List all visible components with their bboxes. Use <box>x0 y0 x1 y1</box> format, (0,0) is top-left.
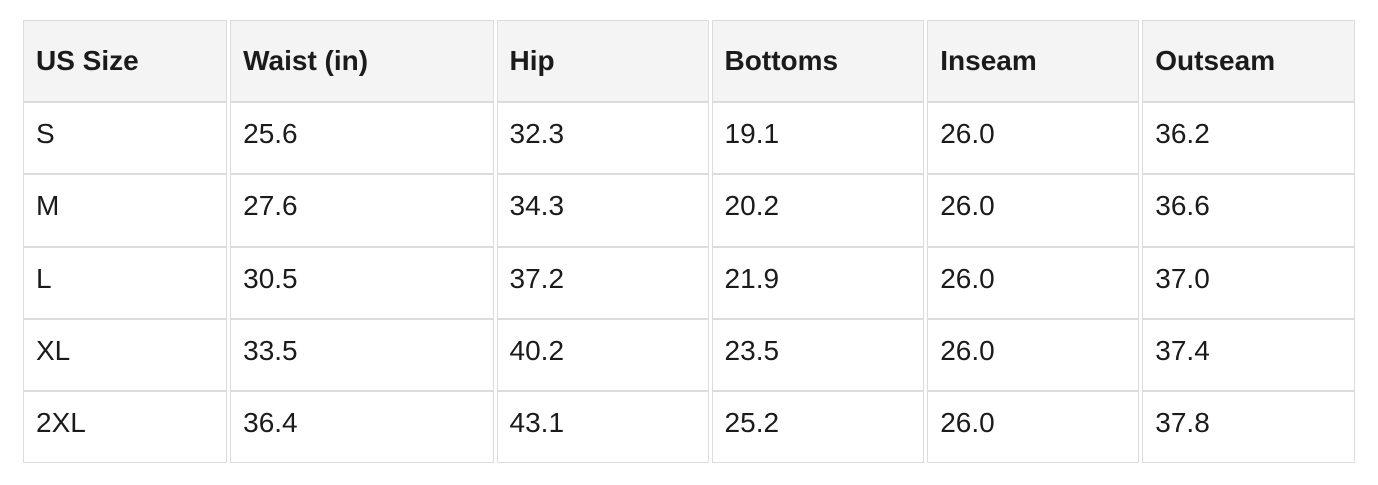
cell-outseam: 36.2 <box>1142 102 1355 175</box>
cell-outseam: 37.8 <box>1142 390 1355 464</box>
cell-waist: 33.5 <box>230 318 494 391</box>
cell-bottoms: 21.9 <box>711 246 925 319</box>
cell-us-size: L <box>23 246 228 319</box>
cell-waist: 30.5 <box>230 246 494 319</box>
cell-waist: 36.4 <box>230 390 494 464</box>
header-inseam: Inseam <box>927 20 1140 103</box>
cell-hip: 37.2 <box>496 246 709 319</box>
cell-outseam: 37.0 <box>1142 246 1355 319</box>
header-hip: Hip <box>496 20 709 103</box>
cell-waist: 27.6 <box>230 174 494 247</box>
header-row: US Size Waist (in) Hip Bottoms Inseam Ou… <box>23 20 1355 103</box>
cell-us-size: M <box>23 174 228 247</box>
cell-us-size: 2XL <box>23 390 228 464</box>
cell-us-size: S <box>23 102 228 175</box>
cell-inseam: 26.0 <box>927 102 1140 175</box>
cell-outseam: 37.4 <box>1142 318 1355 391</box>
cell-bottoms: 19.1 <box>711 102 925 175</box>
cell-inseam: 26.0 <box>927 246 1140 319</box>
cell-inseam: 26.0 <box>927 174 1140 247</box>
cell-hip: 34.3 <box>496 174 709 247</box>
cell-inseam: 26.0 <box>927 318 1140 391</box>
size-chart-table: US Size Waist (in) Hip Bottoms Inseam Ou… <box>20 20 1358 464</box>
cell-inseam: 26.0 <box>927 390 1140 464</box>
table-row-xl: XL 33.5 40.2 23.5 26.0 37.4 <box>23 318 1355 391</box>
cell-hip: 32.3 <box>496 102 709 175</box>
header-waist: Waist (in) <box>230 20 494 103</box>
cell-us-size: XL <box>23 318 228 391</box>
table-row-m: M 27.6 34.3 20.2 26.0 36.6 <box>23 174 1355 247</box>
cell-outseam: 36.6 <box>1142 174 1355 247</box>
cell-hip: 43.1 <box>496 390 709 464</box>
cell-waist: 25.6 <box>230 102 494 175</box>
cell-bottoms: 25.2 <box>711 390 925 464</box>
header-us-size: US Size <box>23 20 228 103</box>
cell-hip: 40.2 <box>496 318 709 391</box>
cell-bottoms: 23.5 <box>711 318 925 391</box>
table-row-s: S 25.6 32.3 19.1 26.0 36.2 <box>23 102 1355 175</box>
cell-bottoms: 20.2 <box>711 174 925 247</box>
table-row-2xl: 2XL 36.4 43.1 25.2 26.0 37.8 <box>23 390 1355 464</box>
table-row-l: L 30.5 37.2 21.9 26.0 37.0 <box>23 246 1355 319</box>
header-bottoms: Bottoms <box>711 20 925 103</box>
header-outseam: Outseam <box>1142 20 1355 103</box>
